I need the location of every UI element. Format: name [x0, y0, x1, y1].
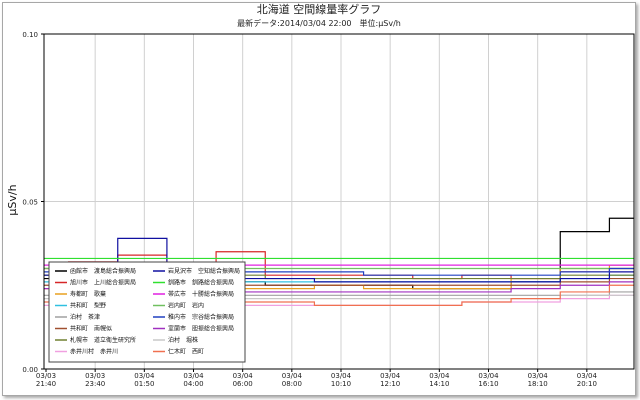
x-tick-label: 03/03 21:40 — [36, 372, 56, 388]
legend-box — [48, 261, 246, 363]
legend-entry: 函館市 渡島総合振興局 — [70, 267, 136, 275]
x-tick-label: 03/04 16:10 — [478, 372, 499, 388]
legend-entry: 岩内町 岩内 — [168, 302, 204, 310]
legend-entry: 札幌市 道立衛生研究所 — [70, 336, 136, 344]
x-tick-label: 03/04 12:10 — [380, 372, 401, 388]
x-tick-label: 03/04 04:00 — [183, 372, 204, 388]
y-tick-label: 0.05 — [22, 199, 38, 207]
grid — [44, 34, 634, 369]
legend-entry: 泊村 茶津 — [70, 313, 100, 321]
y-axis-label: μSv/h — [6, 184, 19, 215]
x-tick-label: 03/04 20:10 — [577, 372, 598, 388]
x-tick-label: 03/04 10:10 — [331, 372, 352, 388]
x-tick-label: 03/04 06:00 — [233, 372, 254, 388]
legend-entry: 仁木町 西町 — [168, 348, 204, 356]
legend-entry: 共和町 梨野 — [70, 302, 106, 310]
legend-entry: 泊村 堀株 — [168, 336, 198, 344]
x-tick-label: 03/04 01:50 — [134, 372, 155, 388]
legend-entry: 釧路市 釧路総合振興局 — [168, 279, 234, 287]
legend-entry: 室蘭市 胆振総合振興局 — [168, 325, 234, 333]
y-tick-label: 0.00 — [22, 366, 38, 374]
chart-subtitle: 最新データ:2014/03/04 22:00 単位:μSv/h — [237, 18, 401, 28]
legend-entry: 共和町 南幌似 — [70, 325, 112, 333]
x-tick-label: 03/04 18:10 — [528, 372, 549, 388]
legend-entry: 寿都町 歌棄 — [70, 290, 106, 298]
y-tick-label: 0.10 — [22, 31, 38, 39]
legend-entry: 帯広市 十勝総合振興局 — [168, 290, 234, 298]
chart-title: 北海道 空間線量率グラフ — [257, 2, 382, 16]
legend-entry: 旭川市 上川総合振興局 — [70, 279, 136, 287]
legend-entry: 稚内市 宗谷総合振興局 — [168, 313, 234, 321]
axes: 0.00 0.05 0.10 03/03 21:40 03/03 23:40 03/04 01:… — [22, 31, 635, 388]
x-tick-label: 03/03 23:40 — [85, 372, 105, 388]
series-line-8 — [44, 237, 634, 283]
legend-entry: 岩見沢市 空知総合振興局 — [168, 267, 240, 275]
x-tick-label: 03/04 08:00 — [282, 372, 303, 388]
legend-entry: 赤井川村 赤井川 — [70, 348, 118, 356]
x-tick-label: 03/04 14:10 — [429, 372, 450, 388]
